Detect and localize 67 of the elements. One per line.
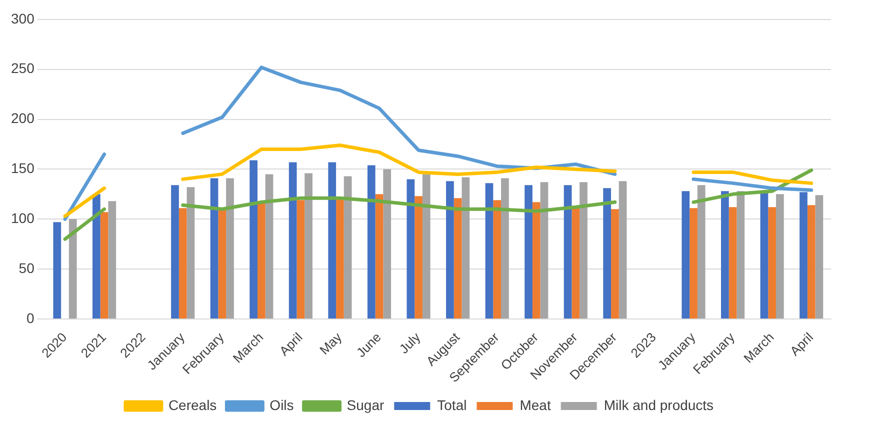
bar [375, 194, 384, 319]
bar [501, 178, 509, 319]
bar [186, 187, 195, 319]
legend-label: Oils [270, 396, 294, 413]
bar [304, 173, 312, 319]
bar [328, 162, 336, 319]
bar [462, 177, 470, 319]
bar [108, 201, 116, 319]
bar [697, 185, 706, 319]
bar [226, 178, 234, 319]
bar [800, 192, 808, 319]
bar [178, 208, 187, 319]
bar [532, 202, 540, 319]
bar [682, 191, 690, 319]
y-tick-label: 250 [11, 60, 35, 76]
bar [288, 162, 297, 319]
bar [721, 191, 729, 319]
bar [485, 183, 494, 319]
bar [807, 205, 816, 319]
bar [690, 208, 698, 319]
bar [92, 194, 100, 319]
bar [618, 181, 627, 319]
bar [540, 182, 548, 319]
y-tick-label: 50 [18, 260, 35, 276]
x-tick-label: May [316, 329, 345, 358]
bar [768, 207, 776, 319]
bar [524, 185, 532, 319]
bar [344, 176, 352, 319]
bar [250, 160, 258, 319]
bar [736, 191, 745, 319]
bar [446, 181, 454, 319]
bar [493, 200, 502, 319]
legend-label: Meat [520, 396, 551, 413]
bar [414, 196, 422, 319]
bar [210, 178, 218, 319]
bar [257, 203, 266, 319]
bar [728, 207, 737, 319]
legend-label: Sugar [346, 396, 384, 413]
y-tick-label: 150 [11, 160, 35, 176]
bar [454, 198, 462, 319]
x-tick-label: July [396, 329, 424, 357]
bar [760, 193, 768, 319]
bar [383, 169, 392, 319]
legend-label: Cereals [168, 396, 217, 413]
bar [171, 185, 179, 319]
y-tick-label: 300 [11, 10, 35, 26]
bar [367, 165, 376, 319]
bar [572, 206, 580, 319]
bar [422, 174, 430, 319]
bar [406, 179, 415, 319]
bar [776, 194, 784, 319]
bar [564, 185, 572, 319]
y-tick-label: 0 [26, 310, 35, 326]
bar [100, 212, 108, 319]
bar [265, 174, 274, 319]
bar [603, 188, 612, 319]
legend-label: Total [437, 396, 467, 413]
bar [53, 222, 62, 319]
bar [296, 200, 305, 319]
y-tick-label: 200 [11, 110, 35, 126]
y-tick-label: 100 [11, 210, 35, 226]
bar [611, 209, 619, 319]
bar [580, 182, 588, 319]
bar [68, 219, 77, 319]
bar [815, 195, 824, 319]
legend-label: Milk and products [604, 396, 714, 413]
bar [218, 209, 226, 319]
